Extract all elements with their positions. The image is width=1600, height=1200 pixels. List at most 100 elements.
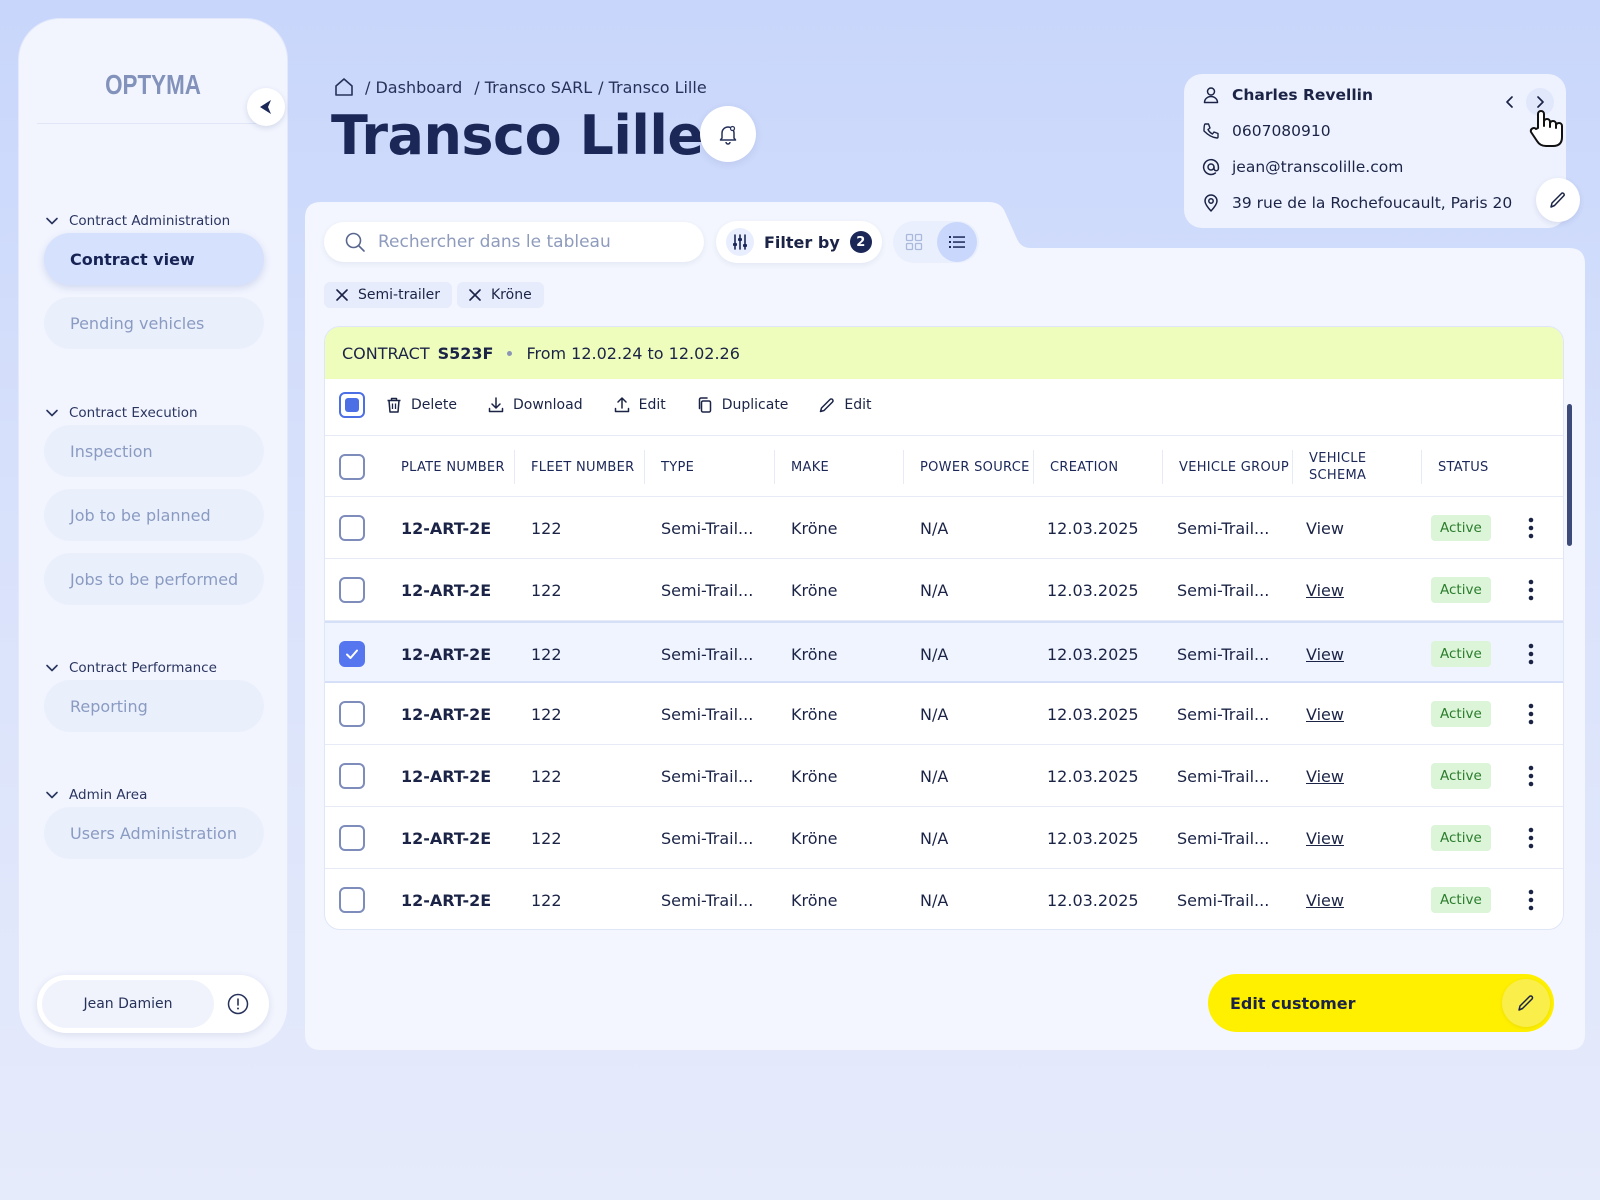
cell-status: Active [1431, 745, 1491, 807]
view-schema-link[interactable]: View [1306, 890, 1344, 910]
row-checkbox[interactable] [339, 577, 365, 603]
delete-button[interactable]: Delete [385, 396, 457, 414]
search-input[interactable] [378, 232, 678, 252]
edit-customer-button[interactable]: Edit customer [1208, 974, 1554, 1032]
sidebar-item-jobs-to-be-performed[interactable]: Jobs to be performed [44, 553, 264, 605]
filter-chip-label: Kröne [491, 287, 532, 303]
notification-button[interactable] [700, 106, 756, 162]
list-view-button[interactable] [937, 222, 977, 262]
column-divider [903, 450, 904, 484]
view-schema-link[interactable]: View [1306, 580, 1344, 600]
download-button[interactable]: Download [487, 396, 583, 414]
section-title-label: Admin Area [69, 787, 148, 803]
cell-creation: 12.03.2025 [1047, 644, 1139, 664]
column-header-vehicle-schema[interactable]: VEHICLE SCHEMA [1309, 451, 1367, 483]
view-toggle [893, 221, 979, 263]
column-header-vehicle-group[interactable]: VEHICLE GROUP [1179, 459, 1289, 475]
section-contract-performance[interactable]: Contract Performance [45, 660, 217, 676]
view-schema-link[interactable]: View [1306, 644, 1344, 664]
row-checkbox[interactable] [339, 887, 365, 913]
row-checkbox[interactable] [339, 701, 365, 727]
select-all-checkbox[interactable] [339, 392, 365, 418]
section-contract-execution[interactable]: Contract Execution [45, 405, 198, 421]
breadcrumb-item[interactable]: / Dashboard [365, 77, 463, 97]
row-menu-button[interactable] [1521, 683, 1541, 745]
close-icon[interactable] [469, 289, 481, 301]
column-header-creation[interactable]: CREATION [1050, 459, 1119, 475]
at-icon [1202, 158, 1220, 176]
table-row[interactable]: 12-ART-2E 122 Semi-Trail... Kröne N/A 12.03.2… [325, 621, 1563, 683]
row-menu-button[interactable] [1521, 745, 1541, 807]
collapse-sidebar-button[interactable] [247, 88, 285, 126]
duplicate-label: Duplicate [721, 397, 789, 413]
pencil-icon [1550, 192, 1565, 208]
cell-vehicle-group: Semi-Trail... [1177, 518, 1270, 538]
sidebar-item-job-to-be-planned[interactable]: Job to be planned [44, 489, 264, 541]
sidebar-item-contract-view[interactable]: Contract view [44, 233, 264, 285]
row-checkbox[interactable] [339, 763, 365, 789]
page-title: Transco Lille [331, 104, 704, 167]
table-row[interactable]: 12-ART-2E 122 Semi-Trail... Kröne N/A 12.03.2… [325, 559, 1563, 621]
sidebar-item-inspection[interactable]: Inspection [44, 425, 264, 477]
table-row[interactable]: 12-ART-2E 122 Semi-Trail... Kröne N/A 12.03.2… [325, 745, 1563, 807]
column-header-type[interactable]: TYPE [661, 459, 695, 475]
table-header: PLATE NUMBER FLEET NUMBER TYPE MAKE POWE… [325, 435, 1563, 497]
column-header-power-source[interactable]: POWER SOURCE [920, 459, 1030, 475]
column-divider [514, 450, 515, 484]
row-checkbox[interactable] [339, 641, 365, 667]
user-icon [1203, 87, 1219, 104]
row-menu-button[interactable] [1521, 559, 1541, 621]
column-header-status[interactable]: STATUS [1438, 459, 1489, 475]
cell-type: Semi-Trail... [661, 766, 754, 786]
previous-contact-button[interactable] [1496, 88, 1524, 116]
row-menu-button[interactable] [1521, 869, 1541, 929]
row-checkbox-cell [339, 623, 365, 685]
status-badge: Active [1431, 701, 1491, 727]
section-admin-area[interactable]: Admin Area [45, 787, 147, 803]
row-checkbox[interactable] [339, 825, 365, 851]
edit-label: Edit [844, 397, 872, 413]
breadcrumb-item[interactable]: / Transco Lille [598, 77, 707, 97]
filter-button[interactable]: Filter by 2 [716, 221, 882, 263]
cell-plate-number: 12-ART-2E [401, 704, 492, 724]
section-contract-administration[interactable]: Contract Administration [45, 213, 230, 229]
view-schema-link[interactable]: View [1306, 766, 1344, 786]
close-icon[interactable] [336, 289, 348, 301]
view-schema-link[interactable]: View [1306, 828, 1344, 848]
grid-view-button[interactable] [899, 227, 929, 257]
edit-contact-button[interactable] [1536, 178, 1580, 222]
filter-chip[interactable]: Semi-trailer [324, 282, 453, 308]
table-row[interactable]: 12-ART-2E 122 Semi-Trail... Kröne N/A 12.03.2… [325, 683, 1563, 745]
table-row[interactable]: 12-ART-2E 122 Semi-Trail... Kröne N/A 12.03.2… [325, 869, 1563, 929]
contact-name-row: Charles Revellin [1202, 86, 1373, 104]
home-icon[interactable] [333, 76, 355, 98]
edit-button[interactable]: Edit [818, 396, 872, 414]
row-menu-button[interactable] [1521, 623, 1541, 685]
column-header-fleet-number[interactable]: FLEET NUMBER [531, 459, 635, 475]
view-schema-link[interactable]: View [1306, 518, 1344, 538]
table-row[interactable]: 12-ART-2E 122 Semi-Trail... Kröne N/A 12.03.2… [325, 807, 1563, 869]
column-header-plate-number[interactable]: PLATE NUMBER [401, 459, 505, 475]
user-name[interactable]: Jean Damien [42, 980, 214, 1028]
info-icon[interactable] [226, 992, 250, 1016]
sidebar-item-reporting[interactable]: Reporting [44, 680, 264, 732]
breadcrumb-item[interactable]: / Transco SARL [474, 77, 593, 97]
view-schema-link[interactable]: View [1306, 704, 1344, 724]
cell-type: Semi-Trail... [661, 518, 754, 538]
row-menu-button[interactable] [1521, 807, 1541, 869]
table-row[interactable]: 12-ART-2E 122 Semi-Trail... Kröne N/A 12.03.2… [325, 497, 1563, 559]
cell-status: Active [1431, 807, 1491, 869]
search-icon [345, 232, 365, 252]
row-checkbox[interactable] [339, 515, 365, 541]
sidebar-item-users-administration[interactable]: Users Administration [44, 807, 264, 859]
duplicate-button[interactable]: Duplicate [696, 396, 789, 414]
table-scrollbar[interactable] [1567, 404, 1572, 546]
row-menu-button[interactable] [1521, 497, 1541, 559]
header-checkbox[interactable] [339, 454, 365, 480]
sidebar-item-pending-vehicles[interactable]: Pending vehicles [44, 297, 264, 349]
column-divider [774, 450, 775, 484]
cell-make: Kröne [791, 704, 838, 724]
filter-chip[interactable]: Kröne [457, 282, 544, 308]
upload-edit-button[interactable]: Edit [613, 396, 666, 414]
column-header-make[interactable]: MAKE [791, 459, 830, 475]
